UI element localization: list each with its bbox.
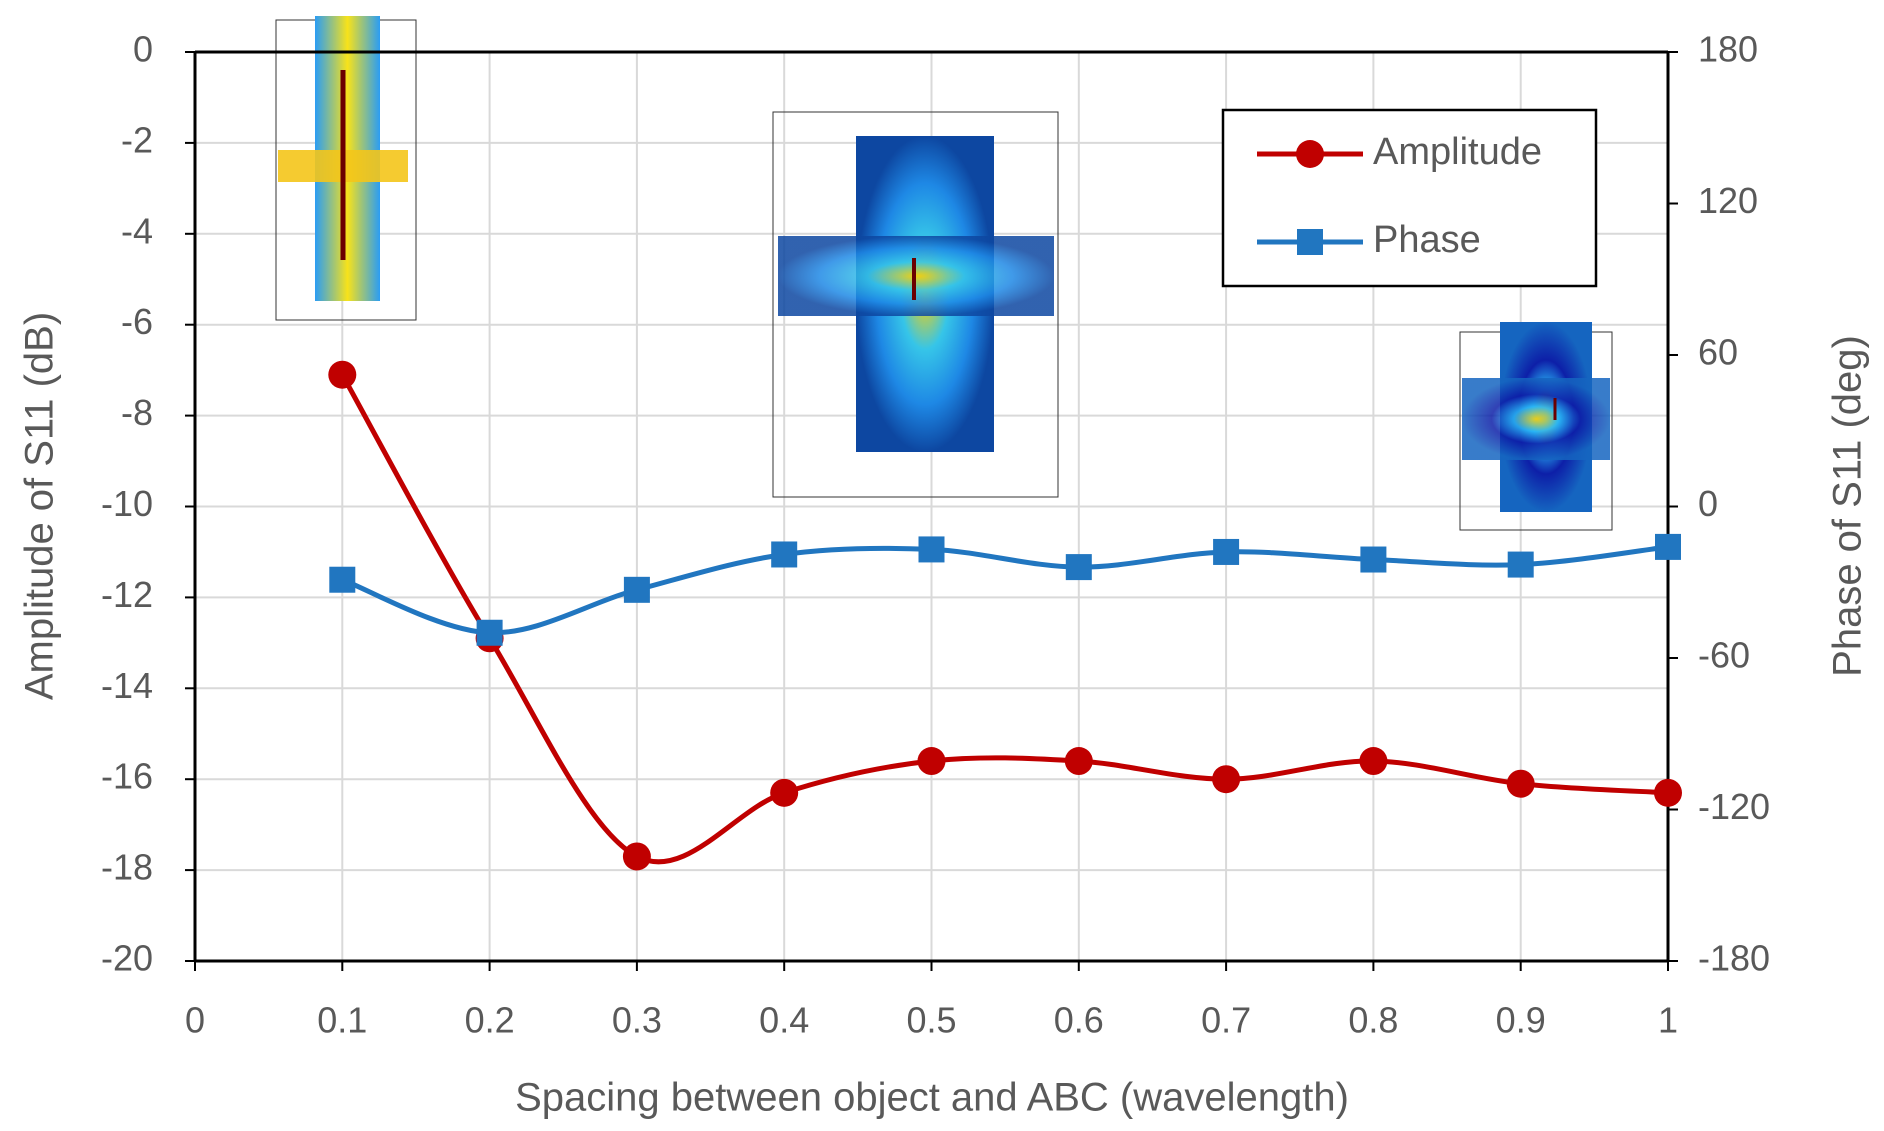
x-tick-label: 0 xyxy=(185,1000,205,1041)
y2-tick-label: 180 xyxy=(1698,29,1758,70)
y-tick-label: -18 xyxy=(101,847,153,888)
y-tick-label: -14 xyxy=(101,665,153,706)
x-tick-label: 0.6 xyxy=(1054,1000,1104,1041)
plot-area xyxy=(328,360,1682,871)
inset-box xyxy=(772,111,1059,498)
y-axis-title: Amplitude of S11 (dB) xyxy=(18,312,62,700)
x-tick-label: 0.5 xyxy=(906,1000,956,1041)
y-tick-label: -4 xyxy=(121,210,153,251)
y-tick-label: -8 xyxy=(121,392,153,433)
series-line xyxy=(340,373,1669,865)
marker xyxy=(1065,554,1092,581)
x-axis-title: Spacing between object and ABC (waveleng… xyxy=(515,1076,1349,1120)
y2-tick-label: 0 xyxy=(1698,483,1718,524)
x-tick-label: 0.8 xyxy=(1348,1000,1398,1041)
marker xyxy=(1213,538,1240,565)
marker xyxy=(1297,229,1323,255)
marker xyxy=(917,747,946,776)
marker xyxy=(476,619,503,646)
marker xyxy=(918,536,945,563)
marker xyxy=(1506,769,1535,798)
y2-tick-label: -120 xyxy=(1698,786,1770,827)
marker xyxy=(1359,747,1388,776)
x-tick-label: 0.2 xyxy=(465,1000,515,1041)
y2-axis-title: Phase of S11 (deg) xyxy=(1826,335,1870,677)
series-line xyxy=(341,544,1669,636)
y-tick-label: -16 xyxy=(101,756,153,797)
y2-tick-label: 60 xyxy=(1698,332,1738,373)
marker xyxy=(1212,765,1241,794)
marker xyxy=(622,842,651,871)
insets xyxy=(275,16,1613,531)
marker xyxy=(770,778,799,807)
y-tick-label: -12 xyxy=(101,574,153,615)
y-tick-label: -2 xyxy=(121,119,153,160)
marker xyxy=(328,360,357,389)
legend-label: Amplitude xyxy=(1373,131,1542,173)
marker xyxy=(1655,533,1681,560)
y2-tick-label: -180 xyxy=(1698,938,1770,979)
y-tick-label: -6 xyxy=(121,301,153,342)
x-tick-label: 1 xyxy=(1658,1000,1678,1041)
x-tick-label: 0.1 xyxy=(317,1000,367,1041)
x-tick-label: 0.4 xyxy=(759,1000,809,1041)
marker xyxy=(329,566,356,593)
y-tick-label: 0 xyxy=(133,29,153,70)
y2-tick-label: -60 xyxy=(1698,635,1750,676)
marker xyxy=(623,576,650,603)
y2-tick-label: 120 xyxy=(1698,180,1758,221)
x-tick-label: 0.3 xyxy=(612,1000,662,1041)
marker xyxy=(1296,140,1324,168)
marker xyxy=(771,541,798,568)
y-tick-label: -20 xyxy=(101,938,153,979)
legend-label: Phase xyxy=(1373,219,1481,261)
x-tick-label: 0.7 xyxy=(1201,1000,1251,1041)
inset-field xyxy=(1462,378,1610,460)
legend: Amplitude Phase xyxy=(1221,108,1598,288)
marker xyxy=(1360,546,1387,573)
x-tick-label: 0.9 xyxy=(1496,1000,1546,1041)
marker xyxy=(1507,551,1534,578)
marker xyxy=(1654,778,1682,807)
legend-box xyxy=(1221,108,1598,288)
marker xyxy=(1064,747,1093,776)
y-tick-label: -10 xyxy=(101,483,153,524)
axes: 0 0.1 0.2 0.3 0.4 0.5 0.6 0.7 0.8 0.9 1-20-18-16-1… xyxy=(101,29,1770,1041)
